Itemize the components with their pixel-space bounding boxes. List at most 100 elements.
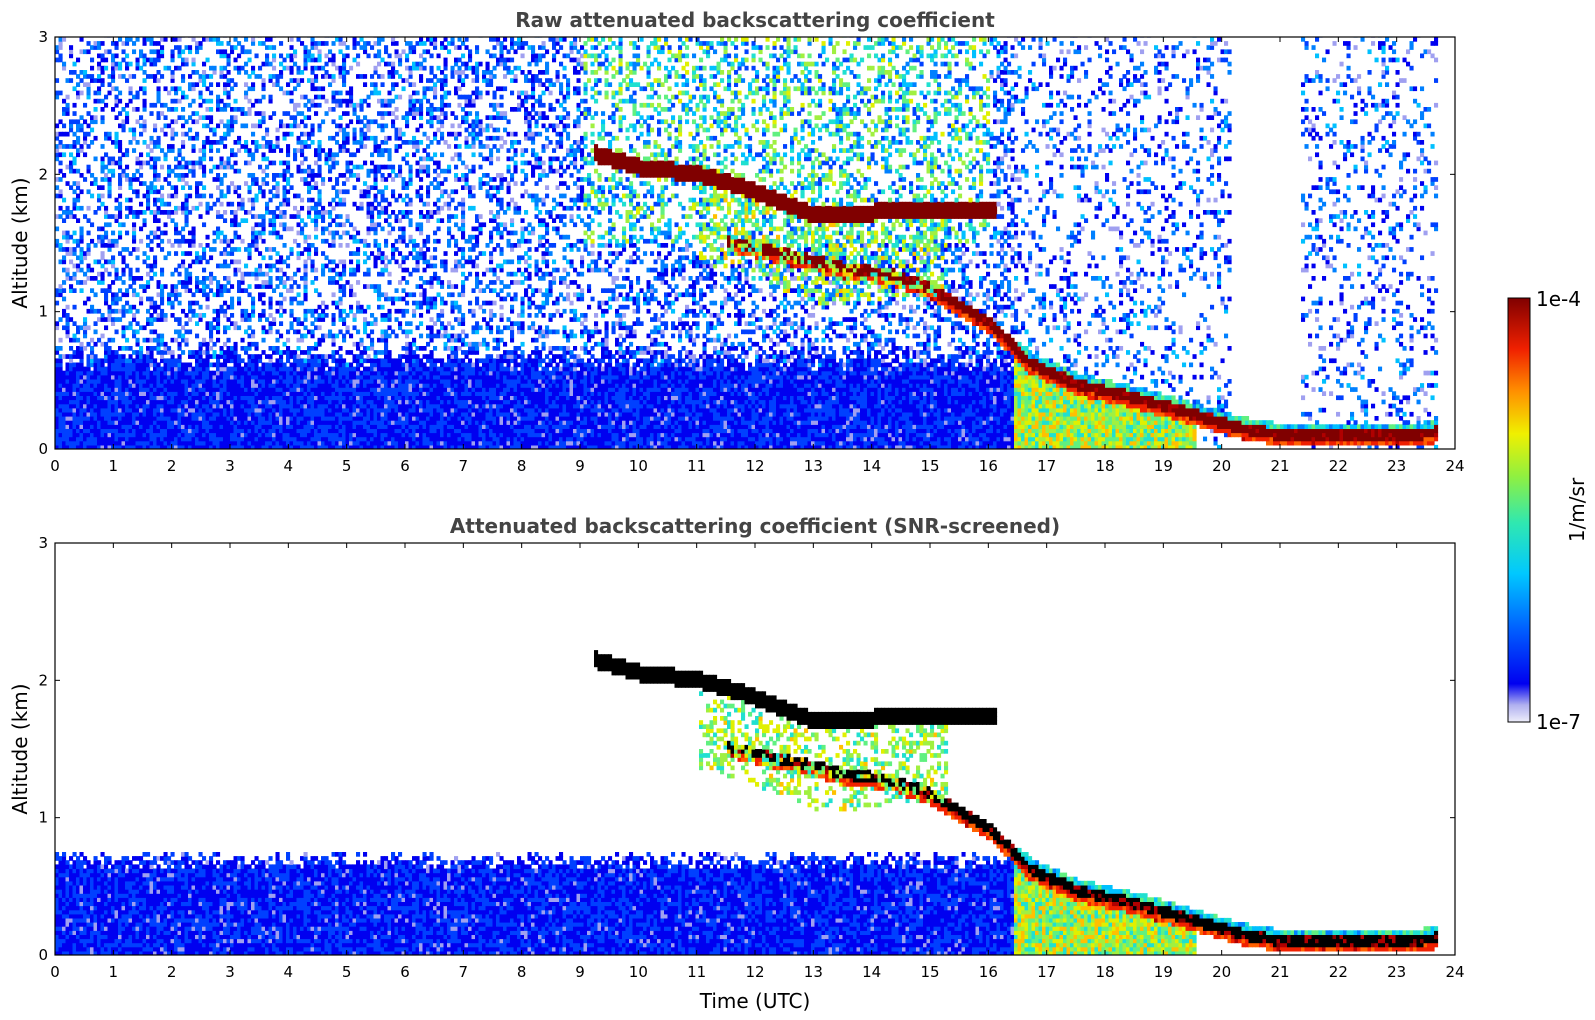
heatmap-cell: [331, 432, 336, 438]
heatmap-cell: [69, 440, 74, 446]
heatmap-cell: [275, 276, 280, 281]
heatmap-cell: [384, 61, 389, 67]
heatmap-cell: [342, 436, 347, 442]
heatmap-cell: [97, 78, 102, 83]
heatmap-cell: [380, 57, 385, 63]
heatmap-cell: [202, 374, 207, 380]
heatmap-cell: [282, 407, 287, 413]
heatmap-cell: [65, 111, 70, 116]
heatmap-cell: [107, 156, 112, 162]
heatmap-cell: [93, 379, 98, 384]
heatmap-cell: [83, 428, 88, 434]
heatmap-cell: [205, 296, 210, 302]
heatmap-cell: [167, 181, 172, 186]
heatmap-cell: [163, 123, 168, 129]
heatmap-cell: [118, 296, 123, 302]
heatmap-cell: [195, 391, 200, 396]
heatmap-cell: [163, 395, 168, 401]
heatmap-cell: [317, 399, 322, 405]
heatmap-cell: [160, 201, 165, 207]
heatmap-cell: [216, 420, 221, 425]
heatmap-cell: [345, 164, 350, 170]
heatmap-cell: [93, 259, 98, 265]
heatmap-cell: [338, 102, 343, 108]
heatmap-cell: [342, 144, 347, 149]
heatmap-cell: [135, 436, 140, 442]
heatmap-cell: [86, 74, 91, 79]
heatmap-cell: [212, 65, 217, 71]
heatmap-cell: [188, 74, 193, 79]
heatmap-cell: [181, 131, 186, 137]
heatmap-cell: [342, 292, 347, 298]
heatmap-cell: [135, 395, 140, 401]
heatmap-cell: [118, 383, 123, 388]
heatmap-cell: [310, 432, 315, 438]
heatmap-cell: [352, 57, 357, 63]
heatmap-cell: [310, 424, 315, 429]
heatmap-cell: [345, 189, 350, 195]
heatmap-cell: [349, 119, 354, 125]
heatmap-cell: [247, 416, 252, 421]
heatmap-cell: [170, 288, 175, 293]
heatmap-cell: [310, 70, 315, 75]
heatmap-cell: [163, 391, 168, 396]
heatmap-cell: [272, 160, 277, 166]
heatmap-cell: [121, 424, 126, 429]
heatmap-cell: [219, 374, 224, 380]
heatmap-cell: [230, 354, 235, 359]
heatmap-cell: [394, 428, 399, 434]
heatmap-cell: [331, 440, 336, 446]
heatmap-cell: [128, 362, 133, 368]
heatmap-cell: [230, 313, 235, 318]
heatmap-cell: [163, 424, 168, 429]
heatmap-cell: [184, 284, 189, 289]
heatmap-cell: [324, 160, 329, 166]
heatmap-cell: [128, 127, 133, 133]
heatmap-cell: [272, 321, 277, 326]
heatmap-cell: [97, 234, 102, 240]
heatmap-cell: [191, 234, 196, 240]
heatmap-cell: [251, 440, 256, 446]
heatmap-cell: [310, 416, 315, 421]
heatmap-cell: [394, 358, 399, 364]
heatmap-cell: [338, 346, 343, 351]
heatmap-cell: [104, 379, 109, 384]
heatmap-cell: [310, 358, 315, 364]
heatmap-cell: [160, 350, 165, 355]
heatmap-cell: [167, 296, 172, 302]
heatmap-cell: [146, 234, 151, 240]
heatmap-cell: [209, 255, 214, 261]
heatmap-cell: [275, 234, 280, 240]
heatmap-cell: [331, 391, 336, 396]
heatmap-cell: [142, 140, 147, 145]
heatmap-cell: [83, 346, 88, 351]
heatmap-cell: [167, 210, 172, 215]
heatmap-cell: [72, 181, 77, 186]
heatmap-cell: [149, 440, 154, 446]
heatmap-cell: [373, 168, 378, 174]
heatmap-cell: [366, 416, 371, 421]
heatmap-cell: [359, 374, 364, 380]
heatmap-cell: [111, 354, 116, 359]
heatmap-cell: [359, 341, 364, 347]
heatmap-cell: [90, 399, 95, 405]
heatmap-cell: [279, 234, 284, 240]
heatmap-cell: [233, 346, 238, 351]
heatmap-cell: [265, 403, 270, 409]
heatmap-cell: [349, 98, 354, 104]
heatmap-cell: [293, 214, 298, 219]
heatmap-cell: [387, 74, 392, 79]
heatmap-cell: [384, 444, 389, 449]
heatmap-cell: [132, 329, 137, 335]
heatmap-cell: [118, 177, 123, 182]
heatmap-cell: [167, 251, 172, 256]
heatmap-cell: [100, 164, 105, 170]
heatmap-cell: [111, 383, 116, 388]
heatmap-cell: [345, 123, 350, 129]
heatmap-cell: [342, 41, 347, 46]
heatmap-cell: [163, 428, 168, 434]
heatmap-cell: [310, 53, 315, 59]
heatmap-cell: [282, 411, 287, 417]
heatmap-cell: [226, 123, 231, 129]
heatmap-cell: [128, 391, 133, 396]
